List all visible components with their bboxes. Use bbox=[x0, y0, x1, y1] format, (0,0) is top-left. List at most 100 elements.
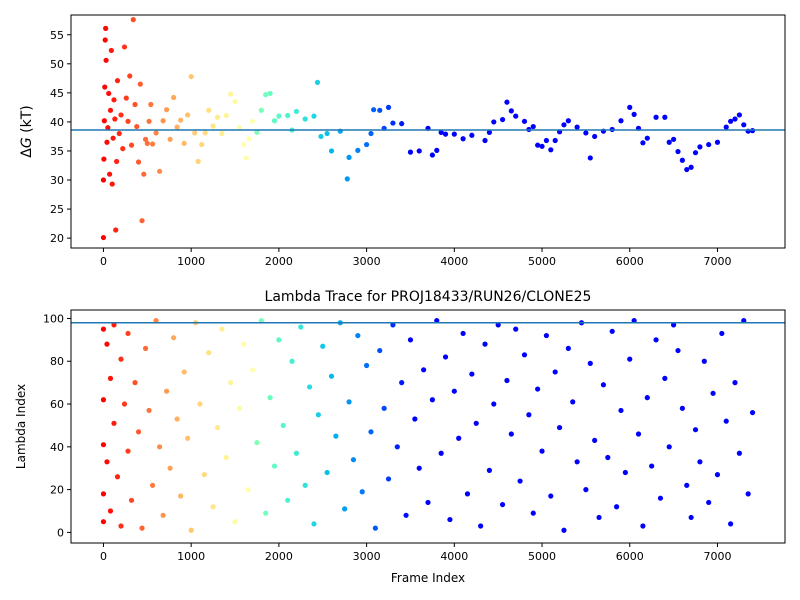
data-point bbox=[671, 136, 677, 142]
y-tick-label: 0 bbox=[57, 526, 64, 539]
data-point bbox=[377, 107, 383, 113]
data-point bbox=[328, 373, 335, 379]
data-point bbox=[644, 135, 650, 141]
data-point bbox=[438, 450, 444, 456]
data-point bbox=[202, 130, 208, 136]
x-tick-label: 1000 bbox=[177, 255, 205, 268]
data-point bbox=[199, 141, 205, 148]
data-point bbox=[491, 119, 497, 125]
data-point bbox=[363, 141, 370, 148]
x-tick-label: 4000 bbox=[440, 255, 468, 268]
data-point bbox=[160, 118, 166, 124]
data-point bbox=[429, 152, 435, 158]
data-point bbox=[416, 148, 422, 154]
data-point bbox=[149, 141, 156, 147]
data-point bbox=[121, 44, 128, 50]
data-point bbox=[258, 317, 264, 324]
data-point bbox=[592, 133, 598, 140]
data-point bbox=[671, 322, 677, 328]
data-point bbox=[113, 227, 119, 233]
x-tick-label: 6000 bbox=[616, 550, 644, 563]
data-point bbox=[416, 465, 422, 471]
data-point bbox=[276, 337, 282, 343]
data-point bbox=[132, 101, 138, 108]
data-point bbox=[236, 125, 243, 131]
data-point bbox=[243, 155, 250, 161]
data-point bbox=[482, 137, 488, 144]
data-point bbox=[732, 116, 738, 122]
y-tick-label: 20 bbox=[50, 484, 64, 497]
data-point bbox=[631, 111, 637, 117]
data-point bbox=[324, 130, 330, 137]
data-point bbox=[508, 108, 514, 114]
data-point bbox=[192, 130, 198, 136]
data-point bbox=[635, 431, 642, 437]
data-point bbox=[508, 431, 514, 437]
data-point bbox=[106, 171, 113, 177]
data-point bbox=[139, 525, 145, 531]
lambda-panel: Lambda Trace for PROJ18433/RUN26/CLONE25… bbox=[14, 289, 786, 585]
delta-g-y-ticks: 20 25 30 35 40 45 50 55 bbox=[50, 29, 71, 245]
data-point bbox=[114, 158, 120, 165]
delta-g-axes-frame bbox=[70, 14, 786, 249]
data-point bbox=[258, 107, 264, 113]
data-point bbox=[289, 358, 295, 364]
data-point bbox=[399, 380, 405, 386]
data-point bbox=[171, 335, 177, 341]
data-point bbox=[662, 375, 668, 381]
data-point bbox=[565, 345, 571, 352]
data-point bbox=[456, 435, 462, 441]
data-point bbox=[185, 112, 191, 118]
data-point bbox=[134, 123, 140, 130]
data-point bbox=[135, 429, 142, 435]
data-point bbox=[148, 101, 154, 108]
data-point bbox=[174, 416, 180, 422]
data-point bbox=[245, 487, 251, 493]
data-point bbox=[460, 136, 466, 142]
y-tick-label: 45 bbox=[50, 87, 64, 100]
data-point bbox=[543, 332, 550, 339]
data-point bbox=[100, 326, 107, 332]
y-tick-label: 50 bbox=[50, 58, 64, 71]
data-point bbox=[125, 330, 131, 337]
x-tick-label: 3000 bbox=[353, 550, 381, 563]
x-tick-label: 4000 bbox=[440, 550, 468, 563]
data-point bbox=[112, 116, 118, 122]
delta-g-points bbox=[100, 17, 756, 241]
data-point bbox=[160, 512, 166, 518]
data-point bbox=[101, 156, 107, 162]
data-point bbox=[167, 136, 173, 142]
data-point bbox=[583, 487, 589, 493]
data-point bbox=[605, 454, 611, 461]
data-point bbox=[723, 124, 729, 130]
data-point bbox=[293, 450, 300, 456]
data-point bbox=[328, 148, 335, 154]
x-tick-label: 5000 bbox=[528, 550, 556, 563]
data-point bbox=[469, 371, 475, 377]
data-point bbox=[438, 129, 444, 135]
data-point bbox=[107, 508, 114, 514]
data-point bbox=[618, 118, 624, 124]
data-point bbox=[368, 429, 374, 435]
delta-g-y-axis-label: ΔG (kT) bbox=[19, 105, 35, 157]
data-point bbox=[128, 497, 135, 503]
data-point bbox=[132, 380, 138, 386]
data-point bbox=[228, 91, 234, 97]
data-point bbox=[123, 95, 129, 101]
data-point bbox=[385, 104, 392, 110]
data-point bbox=[675, 148, 681, 155]
data-point bbox=[178, 493, 184, 499]
data-point bbox=[118, 112, 124, 118]
data-point bbox=[267, 90, 273, 97]
data-point bbox=[130, 17, 136, 23]
data-point bbox=[407, 337, 414, 343]
y-tick-label: 40 bbox=[50, 116, 64, 129]
x-tick-label: 2000 bbox=[265, 550, 293, 563]
data-point bbox=[631, 317, 637, 324]
data-point bbox=[280, 422, 286, 429]
data-point bbox=[100, 442, 107, 448]
data-point bbox=[311, 113, 317, 119]
x-tick-label: 0 bbox=[100, 255, 107, 268]
data-point bbox=[214, 424, 221, 431]
data-point bbox=[587, 360, 593, 366]
